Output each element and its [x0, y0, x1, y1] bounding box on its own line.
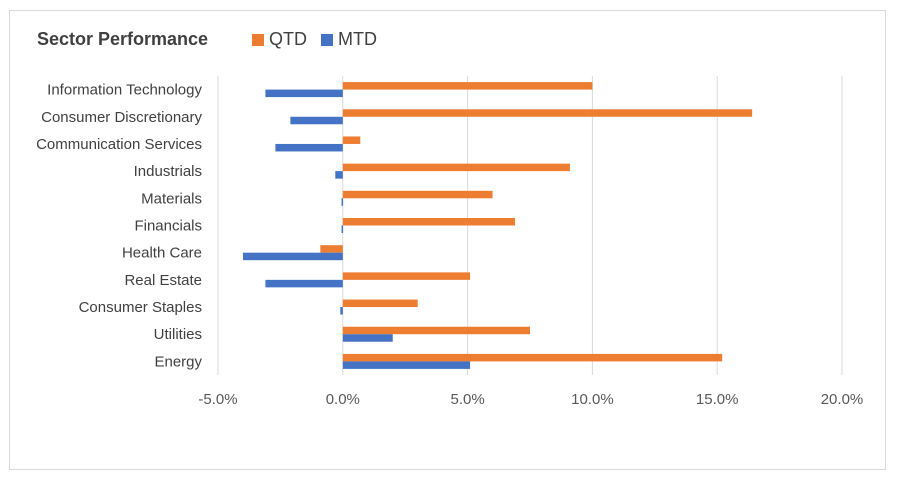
bar-mtd-3 — [335, 171, 343, 179]
x-tick-label-0: -5.0% — [198, 391, 237, 408]
bar-mtd-6 — [242, 252, 343, 261]
category-label-3: Industrials — [134, 163, 202, 180]
bar-qtd-8 — [342, 299, 418, 308]
category-label-2: Communication Services — [36, 136, 202, 153]
x-tick-label-2: 5.0% — [450, 391, 484, 408]
bar-mtd-8 — [340, 307, 343, 315]
legend-item-mtd: MTD — [321, 29, 377, 50]
bar-mtd-10 — [342, 361, 471, 369]
bar-qtd-5 — [342, 218, 516, 226]
bar-mtd-9 — [342, 334, 393, 342]
bar-qtd-2 — [342, 136, 361, 144]
bar-qtd-3 — [342, 163, 570, 172]
x-tick-label-5: 20.0% — [821, 391, 864, 408]
legend-swatch-mtd — [321, 33, 333, 46]
legend: QTD MTD — [252, 29, 377, 50]
bar-qtd-0 — [342, 82, 593, 90]
category-label-8: Consumer Staples — [79, 299, 202, 316]
legend-swatch-qtd — [252, 33, 264, 46]
category-label-9: Utilities — [154, 326, 202, 343]
bar-mtd-4 — [341, 198, 344, 206]
category-label-10: Energy — [154, 353, 202, 370]
bar-mtd-1 — [290, 116, 343, 125]
legend-label-qtd: QTD — [269, 29, 307, 49]
bar-qtd-4 — [342, 190, 493, 199]
bar-qtd-1 — [342, 109, 753, 117]
bar-mtd-5 — [341, 225, 344, 233]
x-tick-label-1: 0.0% — [326, 391, 360, 408]
bar-mtd-2 — [275, 143, 343, 152]
category-label-1: Consumer Discretionary — [41, 109, 202, 126]
category-label-7: Real Estate — [124, 272, 202, 289]
bar-qtd-6 — [320, 245, 343, 253]
legend-item-qtd: QTD — [252, 29, 307, 50]
bar-mtd-0 — [265, 89, 343, 98]
chart-title: Sector Performance — [37, 29, 209, 49]
x-tick-label-4: 15.0% — [696, 391, 739, 408]
bar-qtd-10 — [342, 353, 723, 362]
bar-qtd-7 — [342, 272, 471, 280]
legend-label-mtd: MTD — [338, 29, 377, 49]
bar-qtd-9 — [342, 326, 530, 335]
category-label-6: Health Care — [122, 245, 202, 262]
x-tick-label-3: 10.0% — [571, 391, 614, 408]
category-label-0: Information Technology — [47, 82, 202, 99]
category-label-5: Financials — [134, 218, 202, 235]
bar-mtd-7 — [265, 279, 343, 288]
category-label-4: Materials — [141, 190, 202, 207]
